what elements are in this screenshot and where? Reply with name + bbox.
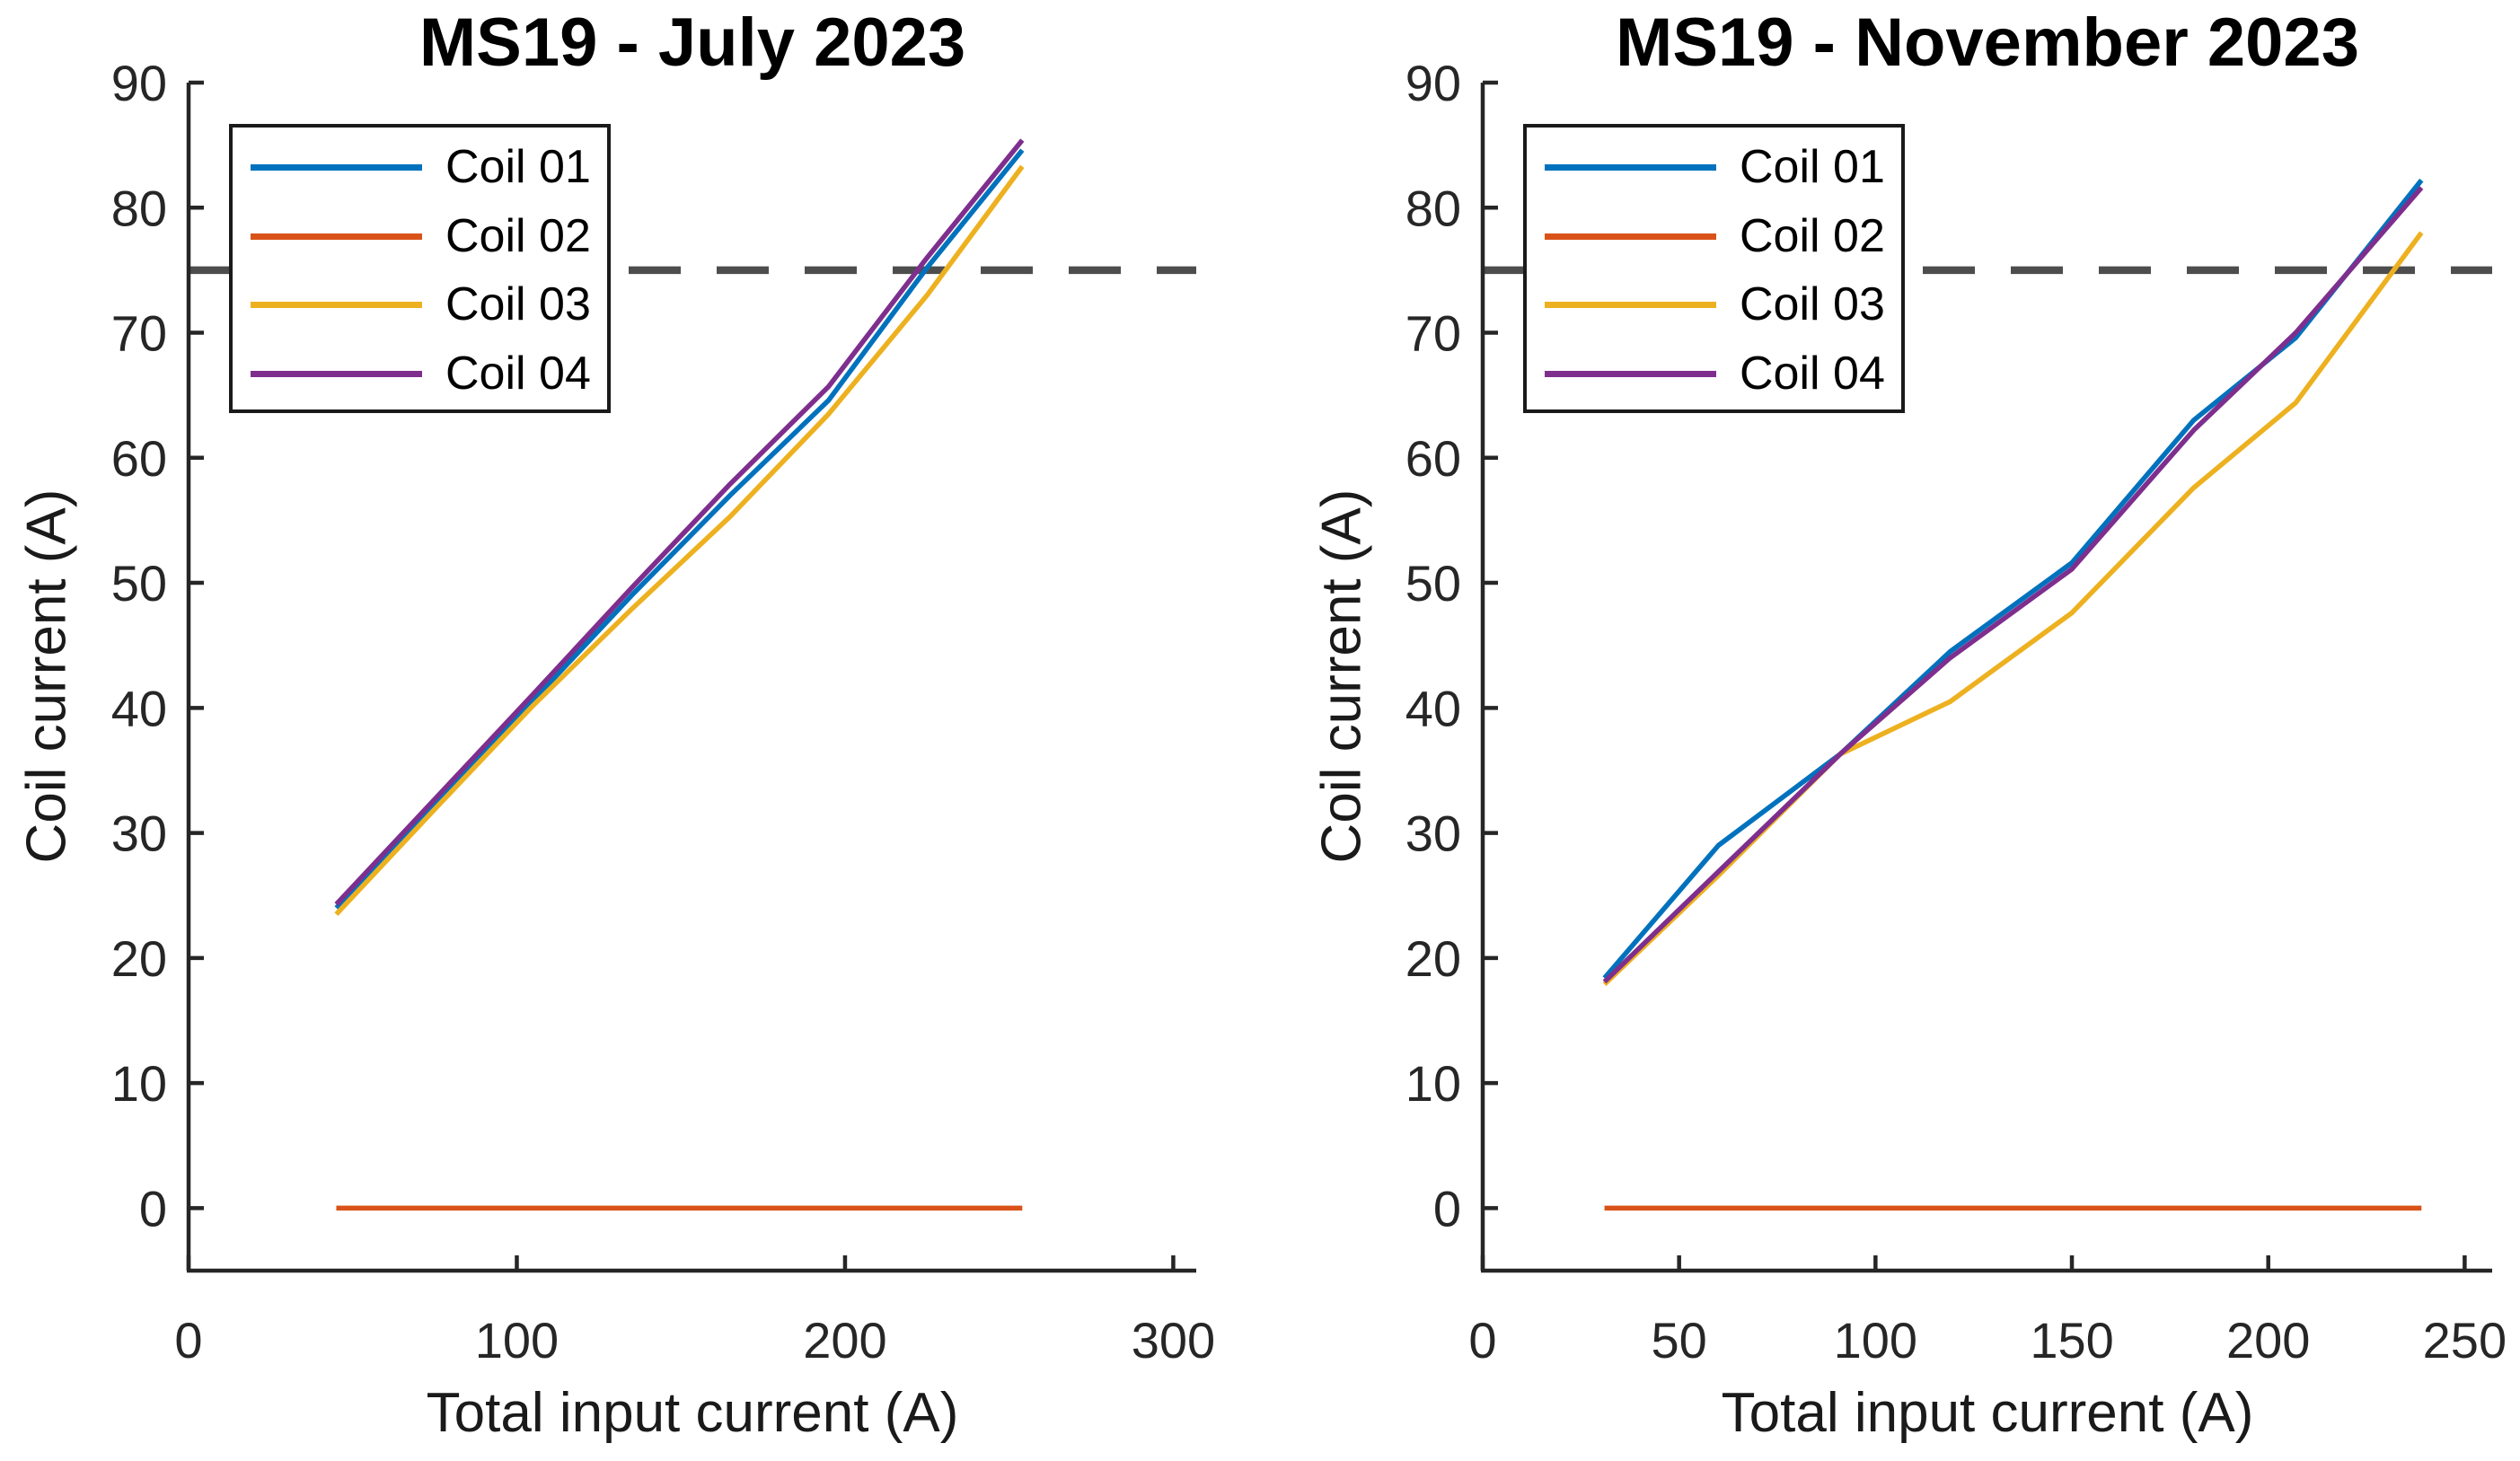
- legend-item-label: Coil 02: [445, 210, 591, 262]
- y-tick-label: 0: [139, 1180, 167, 1237]
- series-line-coil-04: [1602, 186, 2424, 984]
- x-tick-label: 0: [1468, 1312, 1496, 1369]
- left-x-axis-label: Total input current (A): [426, 1382, 959, 1444]
- x-tick-label: 50: [1652, 1312, 1707, 1369]
- legend-line-sample: [251, 233, 422, 240]
- y-tick-label: 40: [111, 680, 167, 736]
- legend-item-coil-04: Coil 04: [251, 347, 591, 400]
- y-tick-label: 90: [1405, 55, 1461, 111]
- y-tick-label: 70: [1405, 305, 1461, 362]
- legend-left-plot: Coil 01 Coil 02 Coil 03 Coil 04: [229, 124, 611, 413]
- y-tick-label: 80: [111, 180, 167, 236]
- legend-item-label: Coil 03: [445, 278, 591, 330]
- y-tick-label: 90: [111, 55, 167, 111]
- y-tick-label: 20: [111, 930, 167, 987]
- legend-right-plot: Coil 01 Coil 02 Coil 03 Coil 04: [1523, 124, 1905, 413]
- y-tick-label: 20: [1405, 930, 1461, 987]
- legend-item-coil-03: Coil 03: [251, 277, 591, 331]
- right-y-axis-label: Coil current (A): [1310, 488, 1373, 864]
- legend-item-label: Coil 01: [1740, 141, 1885, 193]
- series-line-coil-01: [334, 148, 1025, 911]
- y-tick-label: 10: [111, 1055, 167, 1112]
- right-x-axis-label: Total input current (A): [1721, 1382, 2254, 1444]
- legend-item-label: Coil 04: [1740, 348, 1885, 400]
- legend-item-coil-04: Coil 04: [1545, 347, 1885, 400]
- left-y-axis-label: Coil current (A): [15, 488, 78, 864]
- y-tick-label: 50: [1405, 555, 1461, 612]
- legend-line-sample: [1545, 163, 1716, 171]
- legend-item-label: Coil 03: [1740, 278, 1885, 330]
- y-tick-label: 80: [1405, 180, 1461, 236]
- x-tick-label: 250: [2423, 1312, 2507, 1369]
- series-line-coil-04: [334, 138, 1025, 906]
- legend-line-sample: [251, 301, 422, 308]
- legend-line-sample: [1545, 301, 1716, 308]
- legend-item-coil-02: Coil 02: [251, 209, 591, 263]
- x-tick-label: 200: [2226, 1312, 2310, 1369]
- legend-item-coil-03: Coil 03: [1545, 277, 1885, 331]
- legend-item-coil-01: Coil 01: [251, 140, 591, 194]
- y-tick-label: 40: [1405, 680, 1461, 736]
- x-tick-label: 0: [174, 1312, 202, 1369]
- y-tick-label: 30: [1405, 805, 1461, 862]
- legend-line-sample: [1545, 233, 1716, 240]
- x-tick-label: 200: [803, 1312, 886, 1369]
- x-tick-label: 100: [1834, 1312, 1917, 1369]
- legend-item-coil-01: Coil 01: [1545, 140, 1885, 194]
- series-line-coil-03: [334, 164, 1025, 916]
- y-tick-label: 0: [1433, 1180, 1461, 1237]
- x-tick-label: 150: [2030, 1312, 2113, 1369]
- y-tick-label: 30: [111, 805, 167, 862]
- y-tick-label: 50: [111, 555, 167, 612]
- y-tick-label: 10: [1405, 1055, 1461, 1112]
- y-tick-label: 60: [1405, 430, 1461, 487]
- legend-item-coil-02: Coil 02: [1545, 209, 1885, 263]
- legend-line-sample: [1545, 370, 1716, 377]
- legend-line-sample: [251, 370, 422, 377]
- right-plot-title: MS19 - November 2023: [1616, 4, 2359, 81]
- legend-line-sample: [251, 163, 422, 171]
- legend-item-label: Coil 02: [1740, 210, 1885, 262]
- x-tick-label: 300: [1132, 1312, 1215, 1369]
- left-plot-title: MS19 - July 2023: [419, 4, 966, 81]
- legend-item-label: Coil 04: [445, 348, 591, 400]
- legend-item-label: Coil 01: [445, 141, 591, 193]
- y-tick-label: 70: [111, 305, 167, 362]
- x-tick-label: 100: [475, 1312, 559, 1369]
- y-tick-label: 60: [111, 430, 167, 487]
